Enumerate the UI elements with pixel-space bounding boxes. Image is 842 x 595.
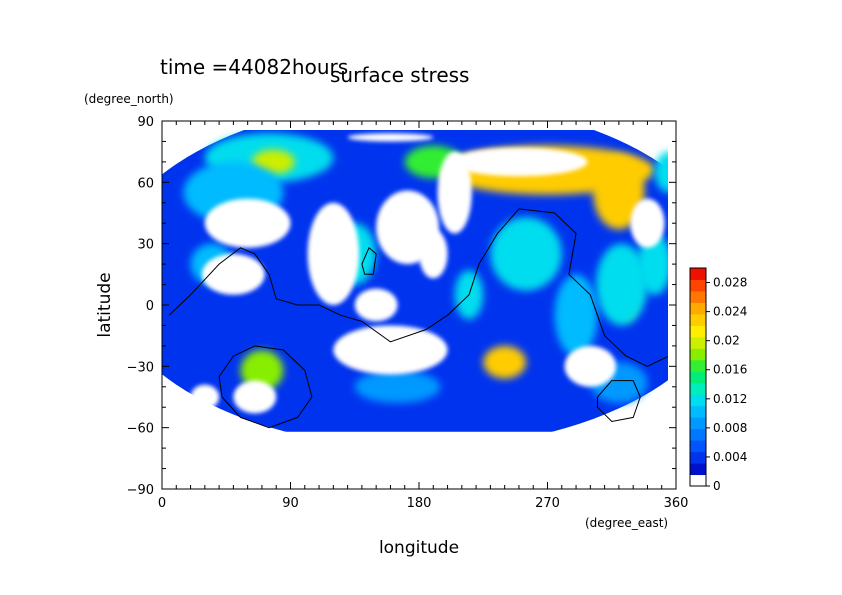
chart-title: surface stress <box>330 63 469 87</box>
colorbar-frame <box>689 267 707 487</box>
stress-field <box>162 130 668 482</box>
colorbar-swatch <box>690 268 706 280</box>
stress-blob <box>593 155 645 230</box>
colorbar-swatch <box>690 440 706 453</box>
colorbar-swatch <box>690 382 706 395</box>
colorbar: 0 0.004 0.008 0.012 0.016 0.02 0.024 0.028 <box>689 267 747 493</box>
stress-blob <box>162 130 668 449</box>
colorbar-swatch <box>690 394 706 407</box>
low-stress-region <box>307 202 360 305</box>
low-stress-region <box>233 380 277 414</box>
colorbar-tick-label: 0.024 <box>713 305 747 319</box>
coastline-line <box>361 246 377 275</box>
low-stress-region <box>630 198 665 248</box>
low-stress-region <box>450 147 588 177</box>
low-stress-region <box>347 133 434 142</box>
x-tick-label: 180 <box>407 496 432 511</box>
colorbar-swatch <box>690 428 706 441</box>
time-label: time =44082hours <box>160 55 348 79</box>
y-tick-label: −30 <box>127 360 154 375</box>
colorbar-tick-label: 0.004 <box>713 450 747 464</box>
colorbar-swatch <box>690 348 706 361</box>
colorbar-swatch <box>690 336 706 349</box>
y-unit-label: (degree_north) <box>84 92 174 106</box>
y-tick-label: −60 <box>127 422 154 437</box>
coastline-contours <box>168 208 668 429</box>
x-tick-label: 360 <box>664 496 689 511</box>
colorbar-swatch <box>690 417 706 430</box>
stress-blob <box>637 233 668 295</box>
stress-blob <box>240 349 284 391</box>
y-axis: 90 60 30 0 −30 −60 −90 <box>127 115 676 498</box>
colorbar-swatch <box>690 451 706 464</box>
colorbar-swatch <box>690 302 706 315</box>
colorbar-tick-label: 0 <box>713 479 721 493</box>
x-tick-label: 0 <box>158 496 166 511</box>
low-stress-region <box>354 288 398 322</box>
stress-blob <box>490 217 562 291</box>
y-axis-label: latitude <box>95 272 115 337</box>
y-tick-label: 90 <box>137 115 154 130</box>
y-tick-label: 60 <box>137 176 154 191</box>
low-stress-region <box>201 253 265 295</box>
plot-area <box>162 130 668 482</box>
low-stress-region <box>419 229 448 279</box>
stress-blob <box>354 370 441 404</box>
stress-blob <box>654 151 668 193</box>
x-tick-label: 90 <box>282 496 299 511</box>
colorbar-tick-label: 0.008 <box>713 421 747 435</box>
colorbar-swatch <box>690 279 706 292</box>
colorbar-tick-label: 0.012 <box>713 392 747 406</box>
x-tick-label: 270 <box>535 496 560 511</box>
stress-blob <box>554 274 598 357</box>
colorbar-swatch <box>690 463 706 476</box>
colorbar-swatch <box>690 371 706 384</box>
colorbar-tick-label: 0.02 <box>713 334 740 348</box>
x-unit-label: (degree_east) <box>585 516 668 530</box>
y-tick-label: −90 <box>127 483 154 498</box>
colorbar-swatch <box>690 405 706 418</box>
y-tick-label: 30 <box>137 238 154 253</box>
coastline-line <box>218 345 313 429</box>
coastline-line <box>168 208 668 367</box>
colorbar-swatch <box>690 313 706 326</box>
colorbar-swatch <box>690 359 706 372</box>
south-blank-region <box>162 431 668 482</box>
low-stress-region <box>190 384 220 410</box>
low-stress-region <box>437 151 472 234</box>
y-tick-label: 0 <box>146 299 154 314</box>
stress-blob <box>483 345 527 379</box>
colorbar-swatch <box>690 325 706 338</box>
low-stress-region <box>204 198 291 248</box>
x-axis-label: longitude <box>379 538 459 558</box>
colorbar-swatch <box>690 474 706 487</box>
colorbar-tick-label: 0.028 <box>713 276 747 290</box>
stress-blob <box>596 243 648 326</box>
colorbar-swatch <box>690 290 706 303</box>
x-axis: 0 90 180 270 360 <box>158 121 689 511</box>
low-stress-region <box>333 325 448 375</box>
colorbar-tick-label: 0.016 <box>713 363 747 377</box>
coastline-line <box>597 380 641 423</box>
low-stress-region <box>564 345 617 387</box>
